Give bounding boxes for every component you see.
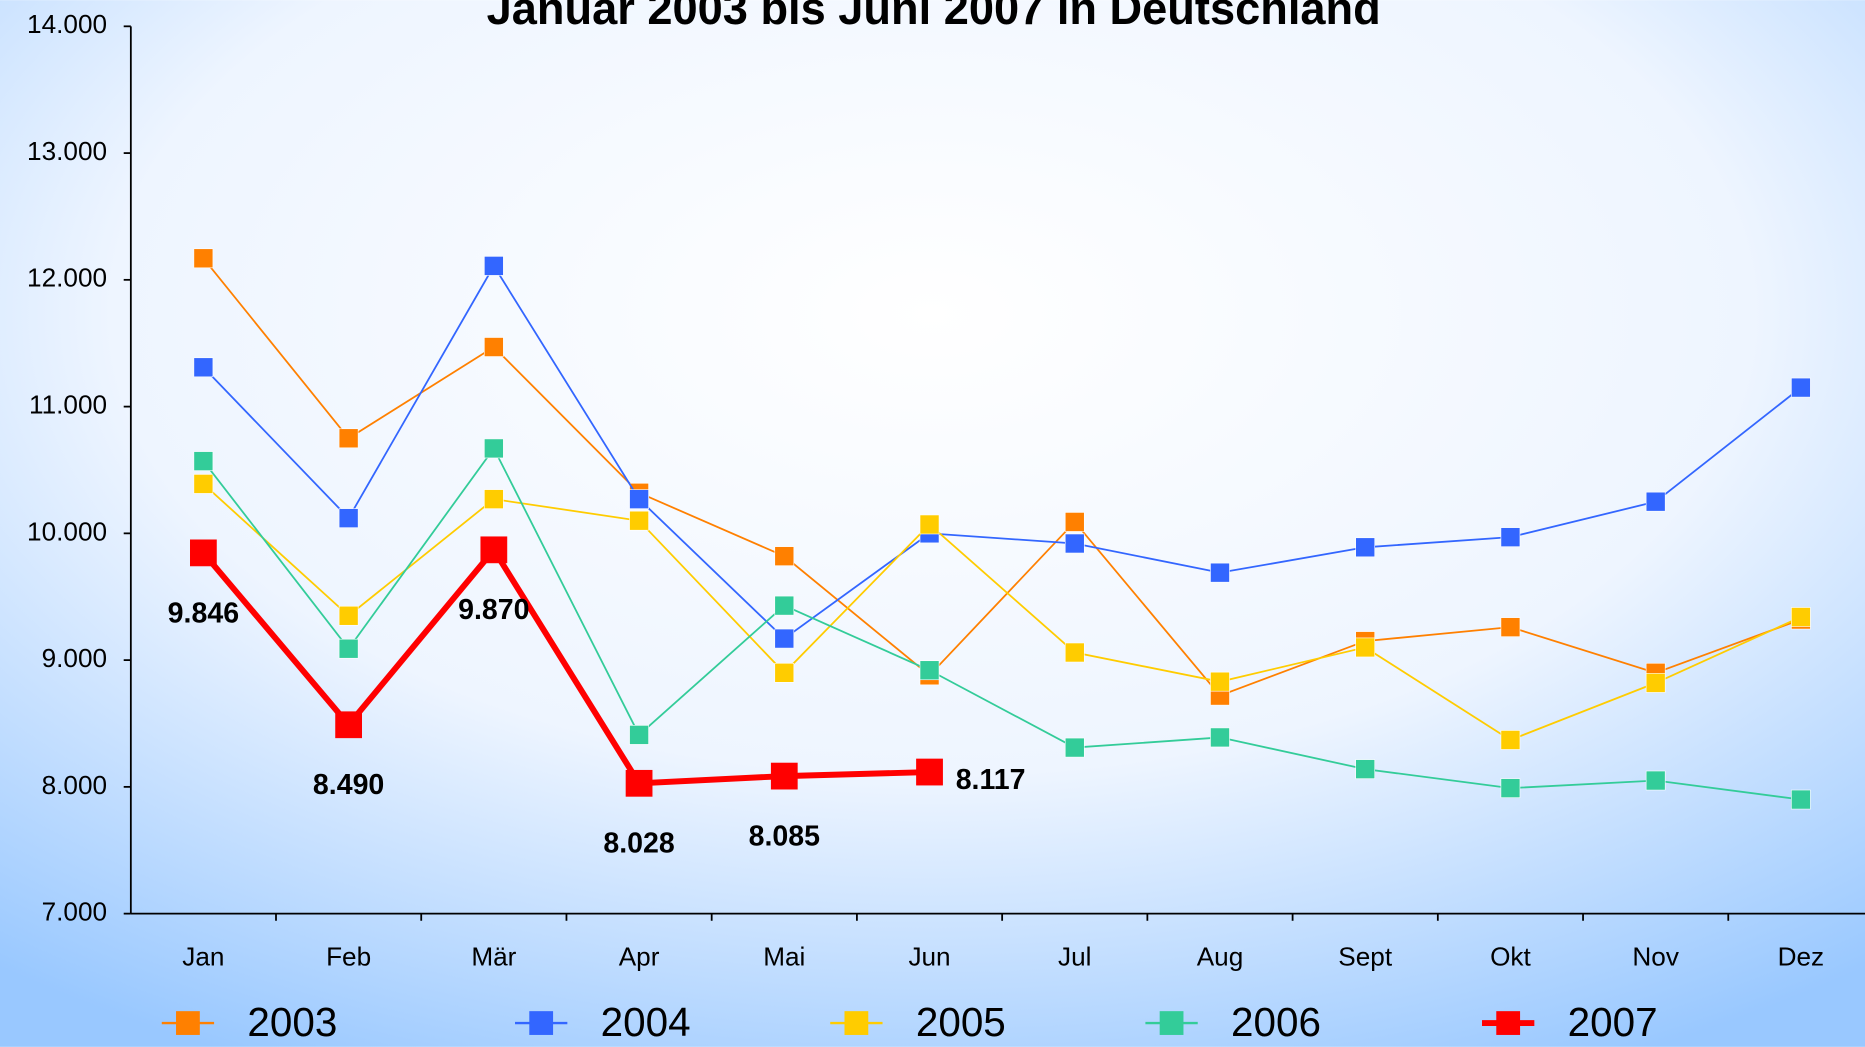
series-line <box>202 446 1802 801</box>
marker <box>919 660 940 681</box>
marker <box>916 758 943 786</box>
x-tick-label: Feb <box>326 942 371 972</box>
legend-label: 2005 <box>916 999 1006 1045</box>
x-tick-label: Mär <box>471 942 516 972</box>
legend-marker <box>1496 1011 1521 1035</box>
marker <box>1500 617 1521 637</box>
y-tick-label: 7.000 <box>42 897 107 927</box>
x-tick-label: Apr <box>619 942 660 972</box>
x-tick-label: Nov <box>1632 942 1679 972</box>
marker <box>1500 730 1521 750</box>
x-tick-label: Aug <box>1197 942 1244 972</box>
x-tick-label: Sept <box>1338 942 1393 972</box>
legend-marker <box>529 1011 554 1035</box>
y-tick-label: 9.000 <box>42 643 107 673</box>
marker <box>338 638 359 659</box>
x-tick-label: Dez <box>1778 942 1825 972</box>
data-label: 8.085 <box>749 820 821 852</box>
y-tick-label: 10.000 <box>27 516 107 546</box>
legend-label: 2007 <box>1568 999 1658 1045</box>
marker <box>1210 671 1230 692</box>
marker <box>1791 789 1811 810</box>
marker <box>1791 377 1811 398</box>
x-tick-label: Jun <box>908 942 950 972</box>
data-label: 8.490 <box>313 769 384 801</box>
x-tick-label: Okt <box>1490 942 1531 972</box>
series-line <box>202 257 1802 697</box>
marker <box>484 438 504 459</box>
data-label: 9.846 <box>168 597 239 629</box>
marker <box>629 510 649 531</box>
marker <box>774 628 795 649</box>
marker <box>629 489 649 509</box>
marker <box>484 256 504 276</box>
marker <box>919 514 940 535</box>
marker <box>1210 727 1230 748</box>
y-tick-label: 13.000 <box>27 136 107 166</box>
marker <box>1064 533 1085 554</box>
marker <box>193 451 214 471</box>
marker <box>1645 770 1666 791</box>
marker <box>625 769 653 797</box>
marker <box>1645 673 1666 693</box>
marker <box>1355 537 1376 558</box>
series-line <box>202 264 1802 640</box>
marker <box>774 595 795 616</box>
marker <box>1355 759 1376 779</box>
y-tick-label: 12.000 <box>27 263 107 293</box>
marker <box>1355 637 1376 658</box>
marker <box>335 711 362 739</box>
marker <box>770 762 798 790</box>
marker <box>629 725 649 745</box>
legend-marker <box>1159 1011 1184 1035</box>
marker <box>774 546 795 566</box>
marker <box>1064 737 1085 758</box>
marker <box>480 536 508 564</box>
series-line <box>201 544 930 787</box>
marker <box>1791 607 1811 627</box>
marker <box>484 337 504 357</box>
marker <box>1500 778 1521 798</box>
marker <box>338 428 359 449</box>
marker <box>193 474 214 494</box>
legend-label: 2006 <box>1231 999 1321 1045</box>
marker <box>190 539 217 567</box>
marker <box>193 357 214 378</box>
x-tick-label: Jul <box>1058 942 1091 972</box>
legend-marker <box>844 1011 869 1035</box>
marker <box>1500 527 1521 547</box>
marker <box>1064 642 1085 663</box>
y-tick-label: 11.000 <box>29 390 107 420</box>
marker <box>484 489 504 509</box>
marker <box>1645 491 1666 512</box>
x-tick-label: Mai <box>763 942 805 972</box>
y-tick-label: 8.000 <box>42 770 107 800</box>
series-line <box>202 483 1802 741</box>
chart-title: Januar 2003 bis Juni 2007 in Deutschland <box>487 0 1381 34</box>
data-label: 9.870 <box>458 594 529 626</box>
data-label: 8.028 <box>603 828 674 860</box>
data-label: 8.117 <box>956 764 1026 796</box>
marker <box>1210 562 1230 583</box>
legend-marker <box>176 1011 200 1035</box>
legend-label: 2003 <box>247 999 337 1045</box>
x-tick-label: Jan <box>182 942 224 972</box>
marker <box>338 605 359 626</box>
marker <box>193 248 214 269</box>
legend-label: 2004 <box>601 999 691 1045</box>
marker <box>774 662 795 683</box>
marker <box>1064 512 1085 532</box>
marker <box>338 508 359 528</box>
y-tick-label: 14.000 <box>27 9 107 39</box>
